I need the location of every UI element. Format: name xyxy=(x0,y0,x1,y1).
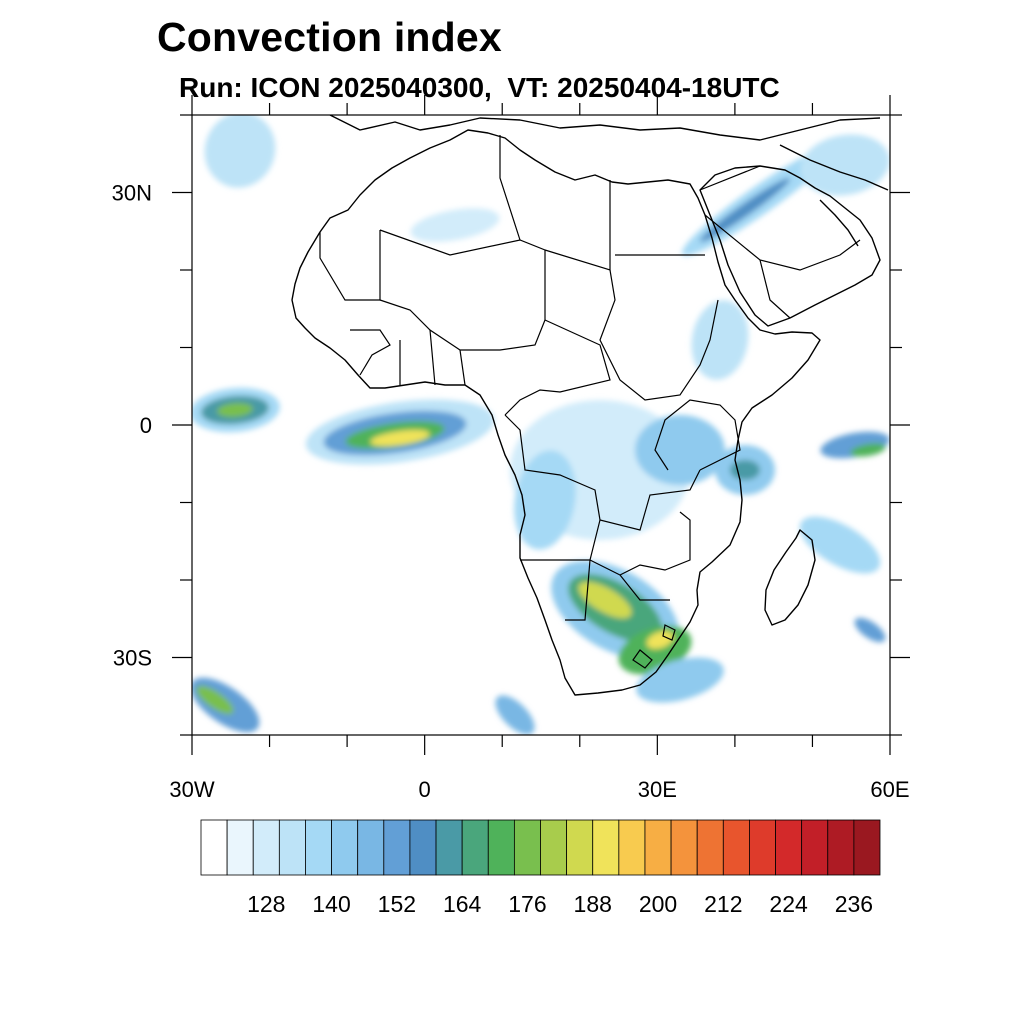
field-south-atlantic-se xyxy=(495,695,535,735)
lat-label: 0 xyxy=(140,413,152,438)
coastlines xyxy=(291,115,889,696)
colorbar-label: 200 xyxy=(639,891,677,917)
arabia-coastline xyxy=(699,165,881,327)
lon-label: 0 xyxy=(419,777,431,802)
lat-label: 30S xyxy=(113,646,152,671)
country-borders xyxy=(319,135,861,669)
field-southeast-ocean xyxy=(854,617,886,643)
colorbar-box xyxy=(200,819,228,876)
colorbar-box xyxy=(540,819,568,876)
field-south-africa-core xyxy=(578,581,632,619)
colorbar-label: 128 xyxy=(247,891,285,917)
colorbar-label: 212 xyxy=(704,891,742,917)
colorbar: 128 140 152 164 176 188 200 212 224 236 xyxy=(200,819,881,917)
colorbar-box xyxy=(670,819,698,876)
field-mozambique-channel xyxy=(799,516,881,574)
madagascar-coastline xyxy=(764,529,816,626)
colorbar-box xyxy=(409,819,437,876)
colorbar-box xyxy=(278,819,306,876)
lon-label: 30E xyxy=(638,777,677,802)
colorbar-box xyxy=(853,819,881,876)
colorbar-box xyxy=(305,819,332,876)
colorbar-box xyxy=(226,819,254,876)
axis-ticks xyxy=(172,95,910,755)
colorbar-box xyxy=(357,819,385,876)
axis-tick-labels: 30N 0 30S 30W 0 30E 60E xyxy=(112,181,910,803)
colorbar-box xyxy=(383,819,411,876)
colorbar-box xyxy=(722,819,750,876)
field-arabia-jet-core xyxy=(699,178,791,242)
colorbar-label: 152 xyxy=(378,891,416,917)
field-natal-core xyxy=(646,631,674,649)
colorbar-box xyxy=(592,819,620,876)
colorbar-box xyxy=(461,819,489,876)
colorbar-box xyxy=(487,819,515,876)
colorbar-label: 224 xyxy=(769,891,808,917)
colorbar-label: 176 xyxy=(508,891,546,917)
colorbar-label: 236 xyxy=(835,891,873,917)
field-sahara xyxy=(410,208,500,242)
colorbar-box xyxy=(513,819,541,876)
colorbar-box xyxy=(618,819,646,876)
colorbar-box xyxy=(696,819,724,876)
field-indian-ocean-core xyxy=(850,443,886,457)
field-northwest xyxy=(204,115,276,188)
field-south-atlantic-sw-core xyxy=(196,685,234,715)
convection-field xyxy=(192,115,890,735)
map-title: Convection index xyxy=(157,14,502,60)
colorbar-box xyxy=(775,819,803,876)
field-iran xyxy=(800,134,890,196)
colorbar-label: 164 xyxy=(443,891,482,917)
colorbar-box xyxy=(566,819,594,876)
colorbar-label: 140 xyxy=(312,891,350,917)
field-lake-victoria xyxy=(635,415,725,485)
colorbar-box xyxy=(435,819,463,876)
colorbar-box xyxy=(827,819,855,876)
colorbar-label: 188 xyxy=(574,891,612,917)
lon-label: 30W xyxy=(169,777,214,802)
colorbar-box xyxy=(801,819,829,876)
field-ethiopia xyxy=(691,300,749,380)
colorbar-box xyxy=(749,819,776,876)
field-east-coast-core xyxy=(730,460,760,480)
lat-label: 30N xyxy=(112,181,152,206)
europe-coastline xyxy=(329,115,881,141)
colorbar-box xyxy=(644,819,672,876)
map-subtitle: Run: ICON 2025040300, VT: 20250404-18UTC xyxy=(179,72,780,103)
field-atlantic-central-peak xyxy=(370,429,430,447)
field-atlantic-west-peak xyxy=(217,402,253,418)
lon-label: 60E xyxy=(870,777,909,802)
iran-coastline xyxy=(779,144,889,191)
persian-gulf xyxy=(819,199,859,247)
africa-coastline xyxy=(291,129,821,696)
colorbar-box xyxy=(252,819,280,876)
colorbar-box xyxy=(331,819,359,876)
